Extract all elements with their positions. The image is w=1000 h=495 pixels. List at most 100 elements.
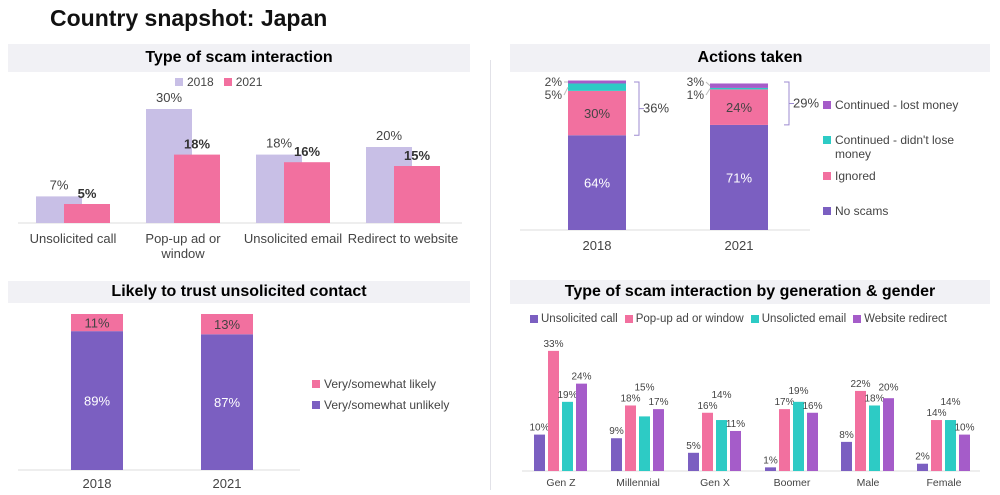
data-label: 9% bbox=[609, 426, 624, 437]
data-label: 1% bbox=[687, 88, 705, 102]
stack-segment bbox=[710, 87, 768, 90]
legend-swatch-2021 bbox=[223, 78, 232, 86]
legend-label: Ignored bbox=[835, 169, 876, 183]
category-label: 2021 bbox=[725, 238, 754, 253]
legend-swatch bbox=[823, 136, 831, 144]
data-label: 13% bbox=[214, 317, 240, 332]
data-label: 2% bbox=[545, 75, 563, 89]
bar bbox=[534, 434, 545, 471]
data-label: 17% bbox=[774, 397, 794, 408]
legend-swatch bbox=[823, 101, 831, 109]
data-label: 11% bbox=[726, 419, 745, 430]
chart1-legend: 2018 2021 bbox=[175, 75, 262, 89]
bar bbox=[702, 412, 713, 471]
bar bbox=[562, 401, 573, 471]
leader-line bbox=[563, 86, 569, 96]
bar bbox=[869, 405, 880, 471]
category-label: Unsolicited call bbox=[30, 231, 117, 246]
bar bbox=[576, 383, 587, 471]
bar bbox=[765, 467, 776, 471]
bracket-total: 36% bbox=[643, 101, 669, 116]
stack-segment bbox=[710, 124, 768, 230]
legend-swatch bbox=[530, 315, 538, 323]
legend-swatch bbox=[312, 401, 320, 409]
data-label: 24% bbox=[726, 100, 752, 115]
legend-label: 2021 bbox=[235, 75, 263, 89]
leader-line bbox=[705, 81, 711, 87]
chart4-legend: Unsolicited call Pop-up ad or window Uns… bbox=[530, 313, 947, 325]
data-label: 18% bbox=[864, 393, 884, 404]
chart2-legend-item: Continued - lost money bbox=[823, 98, 958, 112]
category-label: 2018 bbox=[583, 238, 612, 253]
bracket bbox=[634, 81, 644, 136]
bar bbox=[653, 409, 664, 471]
data-label: 8% bbox=[839, 430, 854, 441]
data-label: 22% bbox=[850, 379, 870, 390]
data-label-2021: 16% bbox=[294, 144, 320, 159]
bar bbox=[730, 430, 741, 471]
legend-swatch bbox=[624, 315, 633, 323]
category-label: 2018 bbox=[83, 476, 112, 491]
stack-segment bbox=[710, 89, 768, 125]
legend-swatch bbox=[823, 207, 831, 215]
data-label: 15% bbox=[634, 382, 654, 393]
data-label: 16% bbox=[802, 401, 822, 412]
bar bbox=[639, 416, 650, 471]
category-label: 2021 bbox=[213, 476, 242, 491]
data-label: 2% bbox=[915, 452, 930, 463]
legend-label: Continued - didn't lose money bbox=[835, 133, 955, 161]
bar bbox=[841, 441, 852, 471]
chart2-legend-item: No scams bbox=[823, 204, 888, 218]
legend-label: Very/somewhat unlikely bbox=[324, 398, 450, 412]
data-label: 89% bbox=[84, 394, 110, 409]
stack-segment bbox=[568, 135, 626, 230]
data-label-2018: 18% bbox=[266, 136, 292, 151]
bar-2021 bbox=[394, 166, 440, 223]
bar bbox=[548, 350, 559, 471]
category-label: Unsolicited email bbox=[244, 231, 342, 246]
category-label: Male bbox=[857, 477, 880, 489]
bar bbox=[807, 412, 818, 471]
stack-segment bbox=[201, 334, 253, 470]
category-label: Boomer bbox=[774, 477, 811, 489]
chart2-legend-item: Ignored bbox=[823, 169, 876, 183]
legend-label: Very/somewhat likely bbox=[324, 377, 437, 391]
chart1-title: Type of scam interaction bbox=[8, 44, 470, 72]
bar bbox=[625, 405, 636, 471]
data-label: 14% bbox=[926, 408, 946, 419]
legend-label: 2018 bbox=[187, 75, 214, 89]
data-label-2018: 20% bbox=[376, 128, 402, 143]
bar bbox=[688, 452, 699, 471]
legend-label: Continued - lost money bbox=[835, 98, 959, 112]
data-label: 71% bbox=[726, 170, 752, 185]
data-label-2021: 18% bbox=[184, 137, 210, 152]
bar bbox=[883, 398, 894, 471]
data-label: 33% bbox=[543, 339, 563, 350]
legend-label: Unsolicted email bbox=[761, 313, 847, 325]
data-label: 16% bbox=[697, 401, 717, 412]
chart3-legend-item: Very/somewhat likely bbox=[312, 377, 436, 391]
bar bbox=[945, 420, 956, 471]
data-label: 87% bbox=[214, 395, 240, 410]
category-label: window bbox=[160, 246, 205, 261]
data-label: 1% bbox=[763, 455, 778, 466]
legend-label: Unsolicited call bbox=[541, 313, 618, 325]
chart3-title: Likely to trust unsolicited contact bbox=[8, 281, 470, 303]
data-label: 20% bbox=[878, 382, 898, 393]
chart3-legend-item: Very/somewhat unlikely bbox=[312, 398, 449, 412]
data-label: 19% bbox=[788, 386, 808, 397]
stack-segment bbox=[71, 314, 123, 332]
bar-2021 bbox=[284, 162, 330, 223]
divider bbox=[490, 60, 491, 490]
bar bbox=[855, 390, 866, 471]
data-label: 24% bbox=[571, 372, 591, 383]
category-label: Millennial bbox=[616, 477, 660, 489]
bar bbox=[931, 420, 942, 471]
category-label: Redirect to website bbox=[348, 231, 459, 246]
bar-2021 bbox=[174, 154, 220, 223]
bar bbox=[611, 438, 622, 471]
stack-segment bbox=[201, 314, 253, 335]
bracket bbox=[784, 81, 794, 126]
